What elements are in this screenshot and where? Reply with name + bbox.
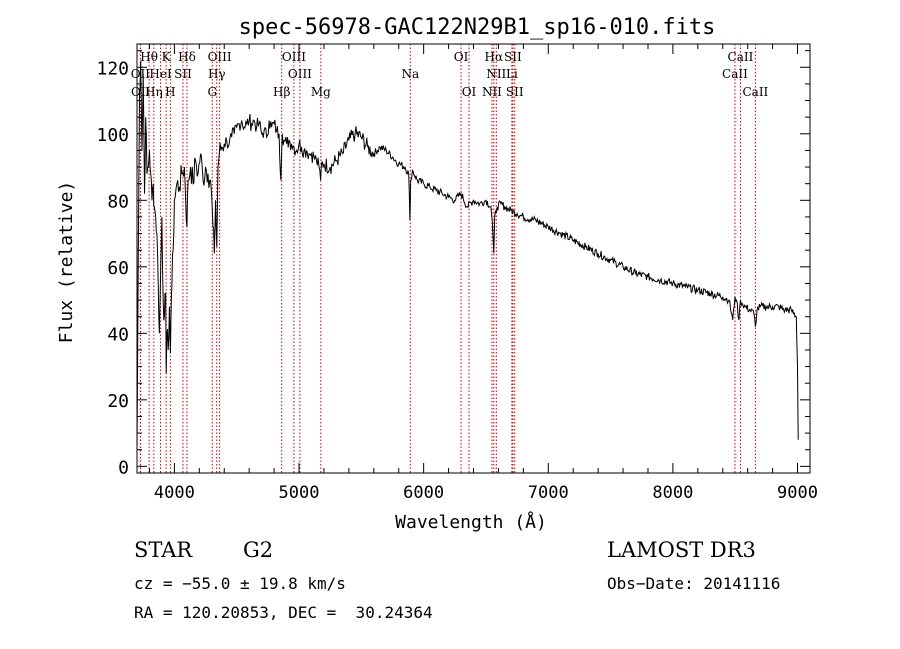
spectral-line-label: Li [506,67,518,81]
spectral-line-label: OIII [282,50,306,64]
y-tick-label: 0 [118,457,129,478]
y-tick-label: 80 [107,191,129,212]
coordinates: RA = 120.20853, DEC = 30.24364 [134,603,433,622]
x-tick-label: 6000 [403,483,444,503]
subclass: G2 [243,538,274,562]
x-tick-label: 4000 [154,483,195,503]
x-tick-label: 8000 [652,483,693,503]
spectral-line-label: OII [131,67,151,81]
plot-area: spec-56978-GAC122N29B1_sp16-010.fits 4000… [56,15,818,533]
obs-date: Obs−Date: 20141116 [607,574,781,593]
spectral-line-label: SII [174,67,192,81]
plot-frame [136,43,811,474]
spectral-line-label: HeI [149,67,172,81]
spectral-line-label: Hα [485,50,504,64]
x-tick-label: 5000 [279,483,320,503]
spectral-line-label: OI [454,50,469,64]
spectral-line-label: Hβ [273,85,290,99]
spectral-line-label: CaII [742,85,768,99]
spectral-line-label: K [162,50,172,64]
spectral-line-label: Mg [311,85,331,99]
spectral-line-label: CaII [728,50,754,64]
survey-label: LAMOST DR3 [607,538,756,562]
redshift-text: cz = −55.0 ± 19.8 km/s [134,574,346,593]
chart-title: spec-56978-GAC122N29B1_sp16-010.fits [239,15,716,40]
spectral-line-label: SII [506,85,524,99]
spectral-line-label: OIII [208,50,232,64]
spectral-line-label: NII [486,67,506,81]
spectral-line-label: Hθ [140,50,158,64]
y-tick-label: 100 [96,125,129,146]
y-tick-label: 60 [107,258,129,279]
x-tick-label: 7000 [528,483,569,503]
spectral-line-label: OII [131,85,151,99]
spectral-line-label: Na [401,67,419,81]
y-tick-label: 20 [107,391,129,412]
y-axis-label: Flux (relative) [56,181,77,344]
spectral-line-label: SII [504,50,522,64]
spectral-line-label: CaII [722,67,748,81]
y-tick-label: 40 [107,324,129,345]
spectrum-line [136,60,799,450]
y-tick-label: 120 [96,58,129,79]
x-axis-label: Wavelength (Å) [395,511,547,533]
object-class: STAR [134,538,193,562]
spectral-line-label: OIII [288,67,312,81]
spectral-line-label: G [207,85,217,99]
spectral-line-label: Hη [145,85,163,99]
spectral-line-label: OI [462,85,477,99]
spectral-line-label: NII [482,85,502,99]
spectral-line-label: H [165,85,175,99]
x-tick-label: 9000 [777,483,818,503]
spectral-line-label: Hγ [208,67,226,81]
spectral-line-label: Hδ [178,50,196,64]
